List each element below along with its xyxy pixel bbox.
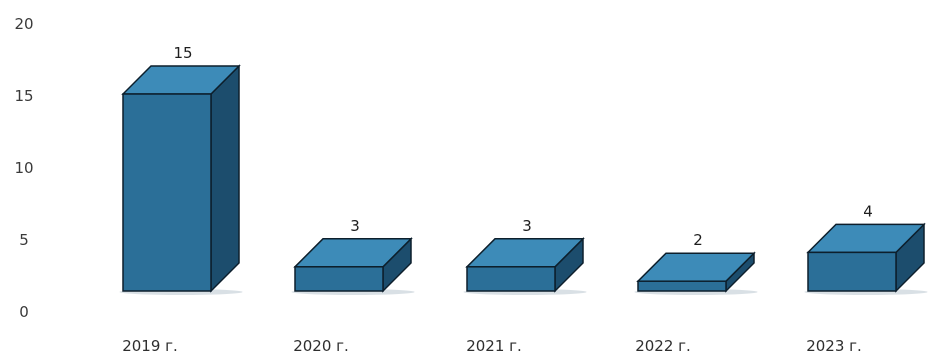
bar-front <box>466 266 556 292</box>
x-category-label: 2022 г. <box>635 337 691 354</box>
y-tick-label: 0 <box>19 303 29 321</box>
x-category-label: 2021 г. <box>466 337 522 354</box>
y-tick-label: 20 <box>14 15 33 33</box>
bar-side <box>210 64 240 293</box>
bar: 2 <box>634 231 758 295</box>
x-category-label: 2019 г. <box>122 337 178 354</box>
y-axis: 0 5 10 15 20 <box>14 15 33 321</box>
x-category-label: 2023 г. <box>806 337 862 354</box>
y-tick-label: 5 <box>19 231 29 249</box>
bar: 3 <box>463 217 587 295</box>
bar-front <box>807 251 897 292</box>
data-label: 15 <box>173 44 192 62</box>
bar-front <box>637 280 727 292</box>
bar: 3 <box>291 217 415 295</box>
bar-front <box>294 266 384 292</box>
data-label: 4 <box>863 202 873 220</box>
bar: 15 <box>119 44 243 295</box>
y-tick-label: 10 <box>14 159 33 177</box>
data-label: 3 <box>522 217 532 235</box>
x-category-label: 2020 г. <box>293 337 349 354</box>
data-label: 2 <box>693 231 703 249</box>
bars: 15 3 3 2 4 <box>119 44 928 295</box>
x-axis: 2019 г. 2020 г. 2021 г. 2022 г. 2023 г. <box>122 337 862 354</box>
bar: 4 <box>804 202 928 295</box>
data-label: 3 <box>350 217 360 235</box>
y-tick-label: 15 <box>14 87 33 105</box>
bar-front <box>122 93 212 292</box>
